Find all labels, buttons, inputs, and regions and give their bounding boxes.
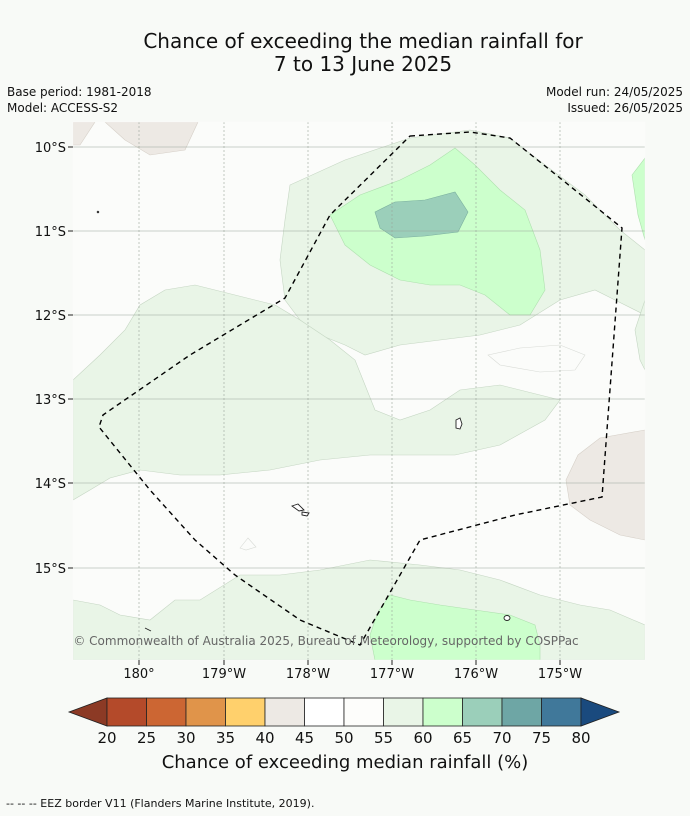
colorbar-tick-label: 25 xyxy=(137,729,156,747)
region-50-55-pocket xyxy=(487,344,586,373)
lon-label-175w: 175°W xyxy=(538,667,582,682)
colorbar-segment xyxy=(106,697,147,727)
region-60-65-northeast xyxy=(631,157,645,241)
colorbar-tick-label: 80 xyxy=(571,729,590,747)
region-55-60-west xyxy=(73,284,561,501)
colorbar-segment xyxy=(462,697,503,727)
island-4 xyxy=(503,615,511,621)
meta-right: Model run: 24/05/2025 Issued: 26/05/2025 xyxy=(546,84,683,116)
lon-label-179w: 179°W xyxy=(202,667,246,682)
lat-label-11s: 11°S xyxy=(35,225,66,240)
region-55-60-east xyxy=(634,299,645,371)
colorbar-tick-label: 20 xyxy=(97,729,116,747)
colorbar-tick-label: 35 xyxy=(216,729,235,747)
copyright-notice: © Commonwealth of Australia 2025, Bureau… xyxy=(73,634,578,648)
colorbar-tick-label: 65 xyxy=(453,729,472,747)
region-40-45-corner xyxy=(73,122,96,146)
island-6 xyxy=(144,627,152,632)
lon-label-177w: 177°W xyxy=(370,667,414,682)
colorbar-segment xyxy=(383,697,424,727)
region-60-65-south xyxy=(369,594,541,660)
issued-date: Issued: 26/05/2025 xyxy=(567,101,683,115)
colorbar-segment xyxy=(343,697,384,727)
region-50-55-small xyxy=(239,537,257,551)
colorbar-tick-label: 55 xyxy=(374,729,393,747)
model-run: Model run: 24/05/2025 xyxy=(545,85,683,99)
colorbar-tick-label: 75 xyxy=(532,729,551,747)
title-line-2: 7 to 13 June 2025 xyxy=(273,52,453,76)
chart-title: Chance of exceeding the median rainfall … xyxy=(0,30,690,76)
graticule xyxy=(73,122,645,660)
lon-label-178w: 178°W xyxy=(286,667,330,682)
colorbar-segment xyxy=(264,697,305,727)
title-line-1: Chance of exceeding the median rainfall … xyxy=(143,29,583,53)
colorbar-segment xyxy=(422,697,463,727)
region-40-45-east xyxy=(565,429,645,541)
colorbar: 20 25 30 35 40 45 50 55 60 65 70 75 80 xyxy=(67,697,621,747)
eez-legend-note: -- -- -- EEZ border V11 (Flanders Marine… xyxy=(6,797,315,810)
lat-label-15s: 15°S xyxy=(35,562,66,577)
colorbar-under-arrow xyxy=(67,697,108,727)
map: 10°S 11°S 12°S 13°S 14°S 15°S 180° 179°W… xyxy=(35,121,646,682)
colorbar-segment xyxy=(146,697,187,727)
island-5 xyxy=(96,210,100,214)
colorbar-tick-label: 60 xyxy=(413,729,432,747)
eez-border xyxy=(98,131,623,646)
colorbar-segment xyxy=(541,697,582,727)
ticks xyxy=(68,146,561,665)
colorbar-segment xyxy=(185,697,226,727)
lat-label-14s: 14°S xyxy=(35,477,66,492)
colorbar-segment xyxy=(304,697,345,727)
colorbar-segment xyxy=(501,697,542,727)
island-3 xyxy=(301,511,310,517)
lon-label-180: 180° xyxy=(123,667,154,682)
colorbar-tick-label: 50 xyxy=(334,729,353,747)
colorbar-label: Chance of exceeding median rainfall (%) xyxy=(161,752,529,773)
colorbar-tick-label: 30 xyxy=(176,729,195,747)
base-period: Base period: 1981-2018 xyxy=(7,85,152,99)
model-name: Model: ACCESS-S2 xyxy=(7,101,119,115)
map-frame xyxy=(72,121,646,661)
colorbar-tick-label: 70 xyxy=(492,729,511,747)
region-65-70 xyxy=(374,191,469,239)
lat-label-12s: 12°S xyxy=(35,309,66,324)
colorbar-tick-label: 45 xyxy=(295,729,314,747)
islands xyxy=(96,210,511,632)
colorbar-tick-label: 40 xyxy=(255,729,274,747)
colorbar-over-arrow xyxy=(580,697,621,727)
lat-label-10s: 10°S xyxy=(35,141,66,156)
colorbar-segment xyxy=(225,697,266,727)
lon-label-176w: 176°W xyxy=(454,667,498,682)
lat-label-13s: 13°S xyxy=(35,393,66,408)
island-2 xyxy=(291,503,305,512)
meta-left: Base period: 1981-2018 Model: ACCESS-S2 xyxy=(7,84,152,116)
island-1 xyxy=(455,417,463,430)
